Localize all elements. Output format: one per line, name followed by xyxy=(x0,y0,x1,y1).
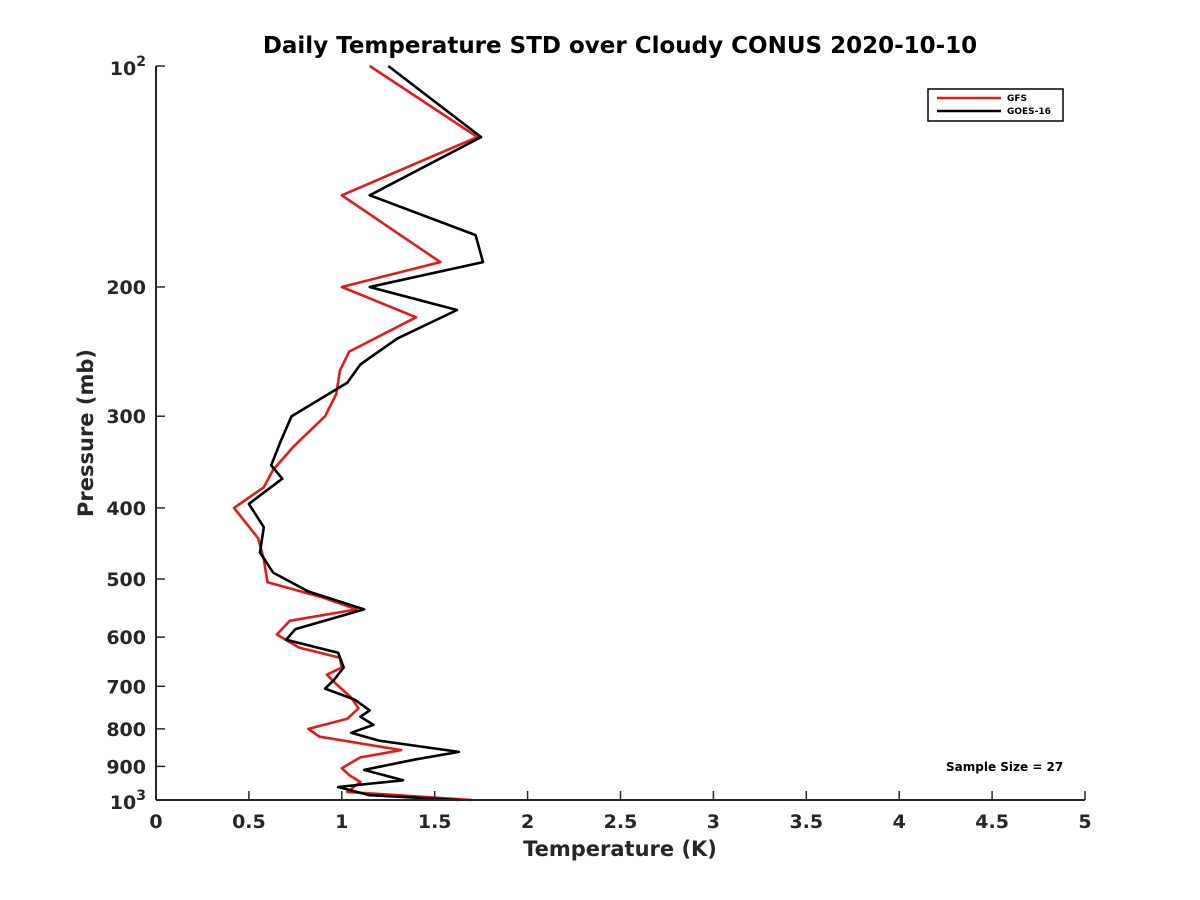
legend-label: GFS xyxy=(1007,94,1027,104)
series-line-gfs xyxy=(232,64,479,802)
x-tick-label: 5 xyxy=(1078,811,1091,833)
series-layer xyxy=(232,64,485,802)
x-tick-label: 2.5 xyxy=(604,811,638,833)
y-axis-label: Pressure (mb) xyxy=(74,349,98,517)
x-tick-label: 2 xyxy=(521,811,534,833)
x-tick-label: 3.5 xyxy=(789,811,823,833)
y-tick-label: 600 xyxy=(106,627,146,649)
x-tick-label: 0 xyxy=(149,811,162,833)
x-tick-label: 4.5 xyxy=(975,811,1009,833)
y-tick-label: 400 xyxy=(106,498,146,520)
legend-label: GOES-16 xyxy=(1007,107,1051,117)
x-tick-label: 3 xyxy=(707,811,720,833)
power-exponent: 2 xyxy=(136,54,146,70)
y-tick-label: 200 xyxy=(106,277,146,299)
x-axis-label: Temperature (K) xyxy=(523,837,717,861)
legend-box xyxy=(927,88,1064,122)
y-tick-label: 300 xyxy=(106,406,146,428)
y-tick-label: 700 xyxy=(106,676,146,698)
power-exponent: 3 xyxy=(136,788,146,804)
y-tick-label: 500 xyxy=(106,569,146,591)
y-tick-label: 800 xyxy=(106,719,146,741)
legend: GFS GOES-16 xyxy=(927,88,1064,122)
x-ticks: 0 0.5 1 1.5 2 2.5 3 3.5 4 4.5 5 xyxy=(149,791,1092,833)
series-line-goes-16 xyxy=(247,64,485,802)
x-tick-label: 1.5 xyxy=(418,811,452,833)
chart-title: Daily Temperature STD over Cloudy CONUS … xyxy=(263,33,977,59)
x-tick-label: 4 xyxy=(893,811,906,833)
x-tick-label: 0.5 xyxy=(232,811,266,833)
sample-size-annotation: Sample Size = 27 xyxy=(946,760,1063,774)
power-base: 10 xyxy=(110,58,136,80)
x-tick-label: 1 xyxy=(335,811,348,833)
y-tick-label-power: 103 xyxy=(110,788,146,814)
y-tick-label-power: 102 xyxy=(110,54,146,80)
power-base: 10 xyxy=(110,792,136,814)
y-tick-label: 900 xyxy=(106,756,146,778)
